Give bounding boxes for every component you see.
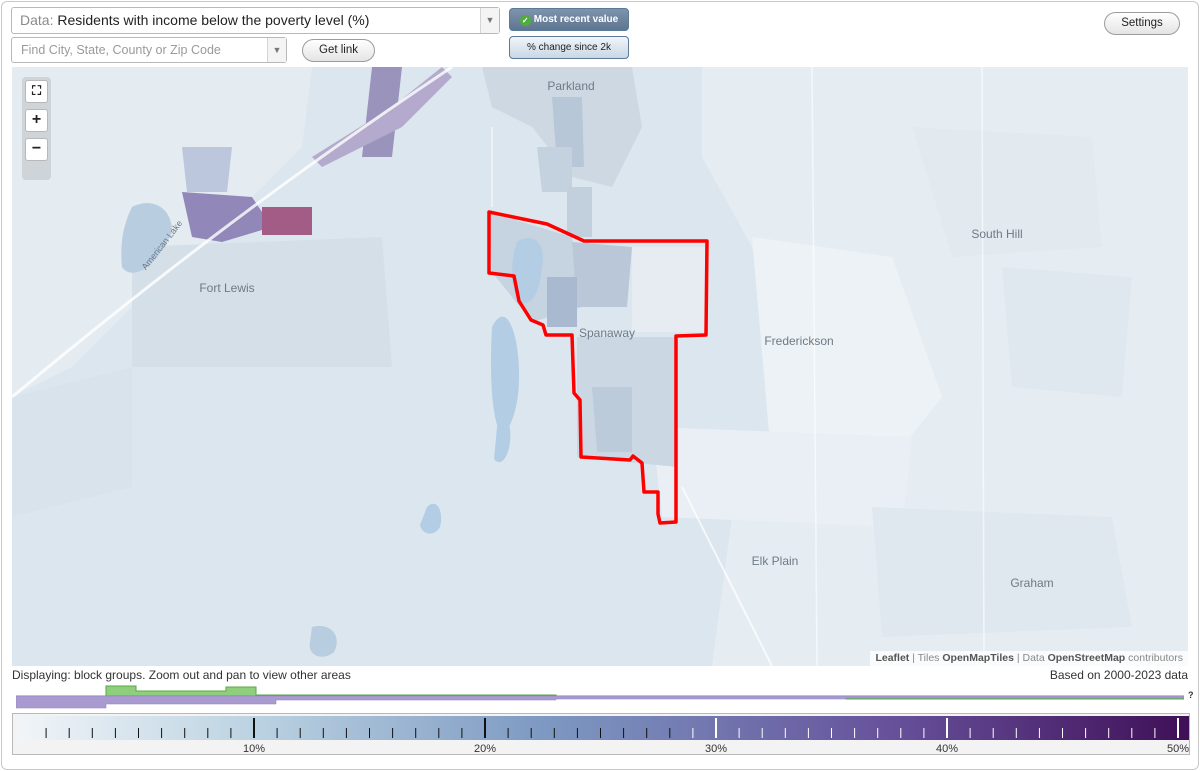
place-label-frederickson: Frederickson: [764, 334, 834, 348]
most-recent-label: Most recent value: [533, 14, 619, 25]
zoom-out-button[interactable]: −: [25, 138, 48, 161]
check-icon: ✓: [519, 15, 531, 26]
change-since-2k-button[interactable]: % change since 2k: [509, 36, 629, 59]
data-selector[interactable]: Data: Residents with income below the po…: [11, 7, 500, 34]
settings-button[interactable]: Settings: [1104, 12, 1180, 35]
attrib-contributors: contributors: [1125, 652, 1183, 664]
legend-label: 10%: [243, 743, 265, 755]
place-label-elk-plain: Elk Plain: [751, 554, 799, 568]
fullscreen-icon[interactable]: ⛶: [25, 80, 48, 103]
legend-label: 20%: [474, 743, 496, 755]
choropleth-layer: [12, 67, 1188, 666]
leaflet-link[interactable]: Leaflet: [875, 652, 910, 664]
openmaptiles-link[interactable]: OpenMapTiles: [942, 652, 1014, 664]
legend-scale: 10% 20% 30% 40% 50%: [17, 716, 1189, 755]
place-label-graham: Graham: [1010, 576, 1054, 590]
place-label-parkland: Parkland: [547, 79, 595, 93]
search-placeholder: Find City, State, County or Zip Code: [21, 43, 221, 57]
value-histogram: [16, 685, 1184, 709]
place-label-spanaway: Spanaway: [578, 326, 636, 340]
chevron-down-icon[interactable]: ▼: [267, 38, 286, 62]
attrib-data-prefix: | Data: [1013, 652, 1048, 664]
place-label-fort-lewis: Fort Lewis: [199, 281, 255, 295]
place-label-south-hill: South Hill: [971, 227, 1023, 241]
zoom-in-button[interactable]: +: [25, 109, 48, 132]
search-input[interactable]: Find City, State, County or Zip Code ▼: [11, 37, 287, 63]
most-recent-value-button[interactable]: ✓ Most recent value: [509, 8, 629, 31]
openstreetmap-link[interactable]: OpenStreetMap: [1047, 652, 1126, 664]
legend-label: 30%: [705, 743, 727, 755]
legend-label: 50%: [1167, 743, 1189, 755]
data-selector-value: Residents with income below the poverty …: [57, 12, 370, 28]
legend-label: 40%: [936, 743, 958, 755]
get-link-button[interactable]: Get link: [302, 39, 375, 62]
zoom-controls: ⛶ + −: [22, 77, 51, 180]
data-selector-prefix: Data:: [20, 12, 54, 28]
chevron-down-icon[interactable]: ▼: [480, 8, 499, 33]
data-years: Based on 2000-2023 data: [1049, 668, 1188, 682]
map[interactable]: ⛶ + − Parkland Fort Lewis South Hill Spa…: [12, 67, 1188, 666]
display-status: Displaying: block groups. Zoom out and p…: [12, 668, 351, 682]
color-legend[interactable]: 10% 20% 30% 40% 50%: [12, 713, 1190, 755]
attrib-tiles-prefix: | Tiles: [909, 652, 943, 664]
histogram-unknown-marker: ?: [1188, 690, 1194, 700]
map-attribution: Leaflet | Tiles OpenMapTiles | Data Open…: [870, 651, 1188, 666]
